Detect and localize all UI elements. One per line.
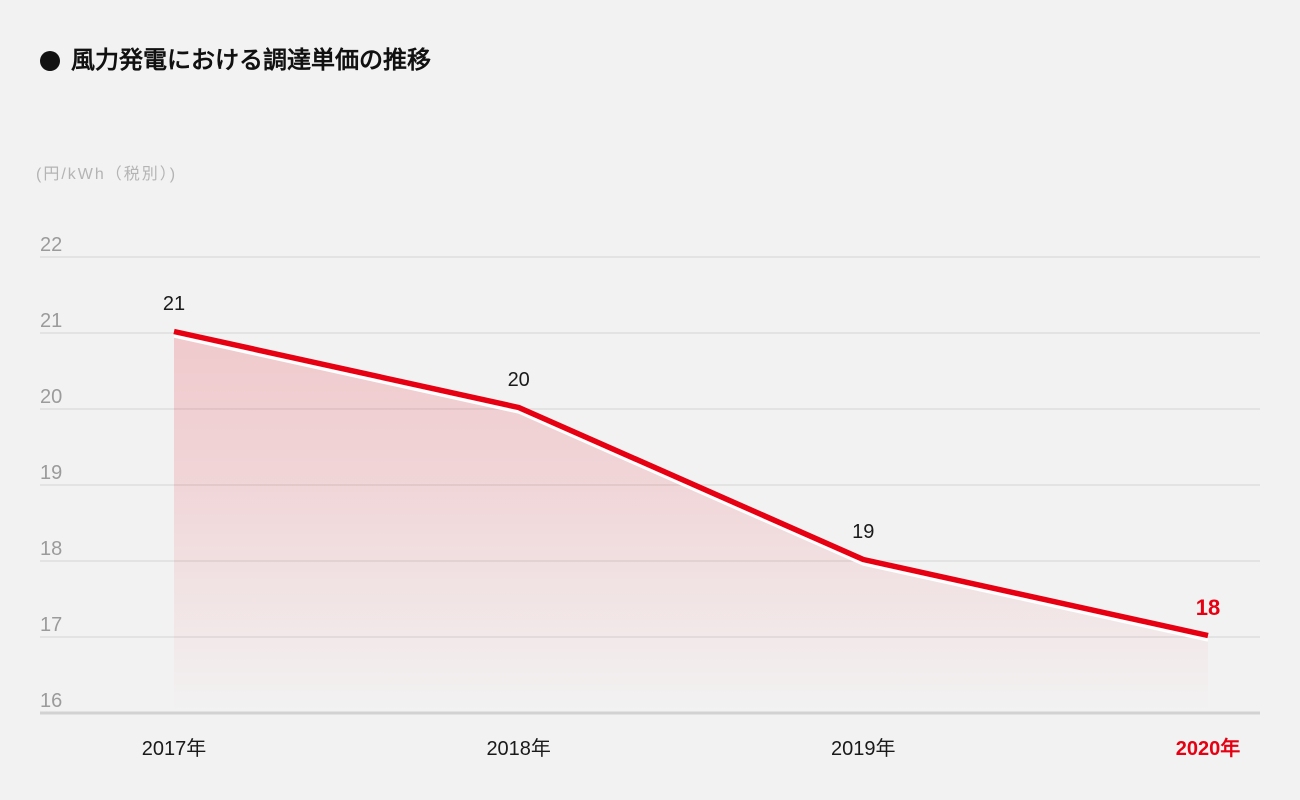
- page-title: 風力発電における調達単価の推移: [40, 46, 431, 76]
- y-tick-label: 16: [40, 690, 63, 712]
- y-tick-label: 20: [40, 386, 63, 408]
- point-value-label: 19: [852, 520, 875, 543]
- bullet-circle-icon: [40, 51, 60, 71]
- point-value-label: 18: [1195, 594, 1221, 620]
- x-axis-label: 2018年: [486, 738, 551, 760]
- y-tick-label: 19: [40, 462, 63, 484]
- x-axis-label: 2017年: [141, 738, 207, 760]
- page-title-text: 風力発電における調達単価の推移: [71, 47, 431, 74]
- y-tick-label: 18: [40, 538, 63, 560]
- point-value-label: 21: [162, 292, 186, 315]
- y-axis-unit-label: (円/kWh（税別）): [36, 166, 178, 183]
- y-tick-label: 21: [40, 310, 63, 332]
- x-axis-label: 2019年: [831, 738, 896, 760]
- y-tick-label: 22: [40, 234, 63, 256]
- x-axis-label: 2020年: [1175, 738, 1241, 760]
- point-value-label: 20: [507, 368, 530, 391]
- y-tick-label: 17: [40, 614, 63, 636]
